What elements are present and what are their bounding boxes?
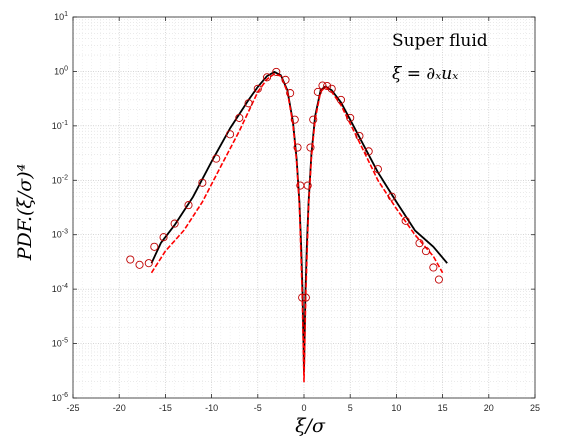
- data-point-circle: [235, 113, 244, 122]
- data-point-circle: [126, 255, 135, 264]
- data-point-circle: [198, 178, 207, 187]
- x-tick-label: -5: [254, 403, 262, 413]
- x-tick-label: 10: [391, 403, 401, 413]
- x-axis-label: ξ/σ: [295, 415, 326, 437]
- data-point-circle: [336, 95, 346, 104]
- y-axis-label: PDF.(ξ/σ)⁴: [14, 164, 36, 262]
- data-point-circle: [355, 131, 364, 141]
- data-point-circle: [290, 115, 299, 124]
- data-point-circle: [170, 219, 179, 228]
- x-tick-label: 15: [438, 403, 448, 413]
- data-point-circle: [262, 73, 272, 82]
- data-point-circle: [364, 147, 373, 156]
- x-tick-label: -10: [205, 403, 218, 413]
- data-point-circle: [429, 263, 438, 272]
- x-tick-label: -25: [66, 403, 79, 413]
- data-point-circle: [401, 216, 410, 225]
- x-tick-label: 20: [484, 403, 494, 413]
- data-point-circle: [226, 130, 235, 139]
- y-tick-label: 10-1: [52, 120, 68, 131]
- data-point-circle: [135, 260, 144, 269]
- data-point-circle: [293, 143, 302, 152]
- plot-area: -25 -20 -15 -10 -5 0 5 10 15 20 25 10-6 10-5 10-4 10-3…: [52, 11, 540, 413]
- y-tick-label: 10-2: [52, 174, 68, 185]
- data-point-circle: [150, 242, 159, 251]
- data-point-circle: [373, 165, 382, 174]
- x-tick-label: 5: [348, 403, 353, 413]
- y-tick-label: 100: [54, 65, 68, 76]
- data-point-circle: [303, 181, 312, 190]
- y-tick-label: 10-5: [52, 338, 68, 349]
- data-point-circle: [434, 275, 443, 284]
- x-tick-label: 0: [301, 403, 306, 413]
- data-point-circle: [346, 113, 355, 122]
- data-point-circle: [318, 81, 327, 90]
- data-point-circle: [306, 143, 315, 152]
- data-point-circle: [253, 84, 262, 93]
- data-point-circle: [272, 67, 281, 76]
- data-point-circle: [327, 84, 336, 93]
- data-point-circle: [144, 259, 153, 268]
- y-tick-label: 101: [54, 11, 68, 22]
- y-tick-label: 10-6: [52, 392, 68, 403]
- x-tick-label: -20: [113, 403, 126, 413]
- annotation-formula: ξ = ∂ₓuₓ: [392, 64, 458, 84]
- data-point-circle: [309, 115, 318, 124]
- data-point-circle: [281, 75, 290, 84]
- data-point-circle: [421, 247, 431, 256]
- series-line-dashed: [150, 73, 444, 383]
- x-tick-label: 25: [530, 403, 540, 413]
- data-point-circle: [244, 99, 253, 108]
- data-point-circle: [286, 89, 295, 98]
- y-tick-label: 10-4: [52, 283, 68, 294]
- data-point-circle: [184, 201, 193, 210]
- data-point-circle: [415, 239, 424, 248]
- x-tick-label: -15: [159, 403, 172, 413]
- data-point-circle: [298, 293, 307, 302]
- annotation-title: Super fluid: [392, 31, 488, 51]
- data-point-circle: [301, 293, 310, 302]
- data-point-circle: [159, 233, 168, 242]
- data-point-circle: [387, 192, 396, 201]
- y-tick-label: 10-3: [52, 229, 68, 240]
- data-point-circle: [323, 81, 332, 91]
- data-point-circle: [313, 87, 322, 96]
- data-point-circle: [212, 154, 221, 163]
